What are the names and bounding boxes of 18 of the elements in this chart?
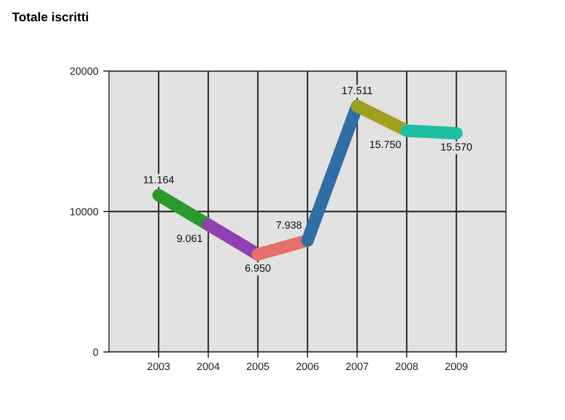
x-tick-label: 2007 — [346, 362, 368, 370]
x-tick-label: 2003 — [148, 362, 170, 370]
data-label: 11.164 — [144, 176, 174, 184]
y-tick-label: 20000 — [70, 68, 98, 75]
data-label: 17.511 — [342, 86, 372, 94]
y-tick-label: 0 — [93, 348, 98, 356]
data-label: 15.750 — [370, 140, 401, 148]
data-label: 15.570 — [441, 143, 472, 151]
data-label: 7.938 — [276, 221, 302, 229]
x-tick-label: 2005 — [246, 362, 270, 370]
data-label: 6.950 — [245, 264, 270, 272]
x-tick-label: 2009 — [445, 362, 468, 370]
y-tick-label: 10000 — [70, 208, 98, 216]
x-tick-label: 2008 — [396, 362, 418, 370]
data-label: 9.061 — [177, 234, 202, 242]
x-tick-label: 2006 — [296, 362, 319, 370]
x-tick-label: 2004 — [197, 362, 220, 370]
chart-title: Totale iscritti — [12, 12, 88, 22]
